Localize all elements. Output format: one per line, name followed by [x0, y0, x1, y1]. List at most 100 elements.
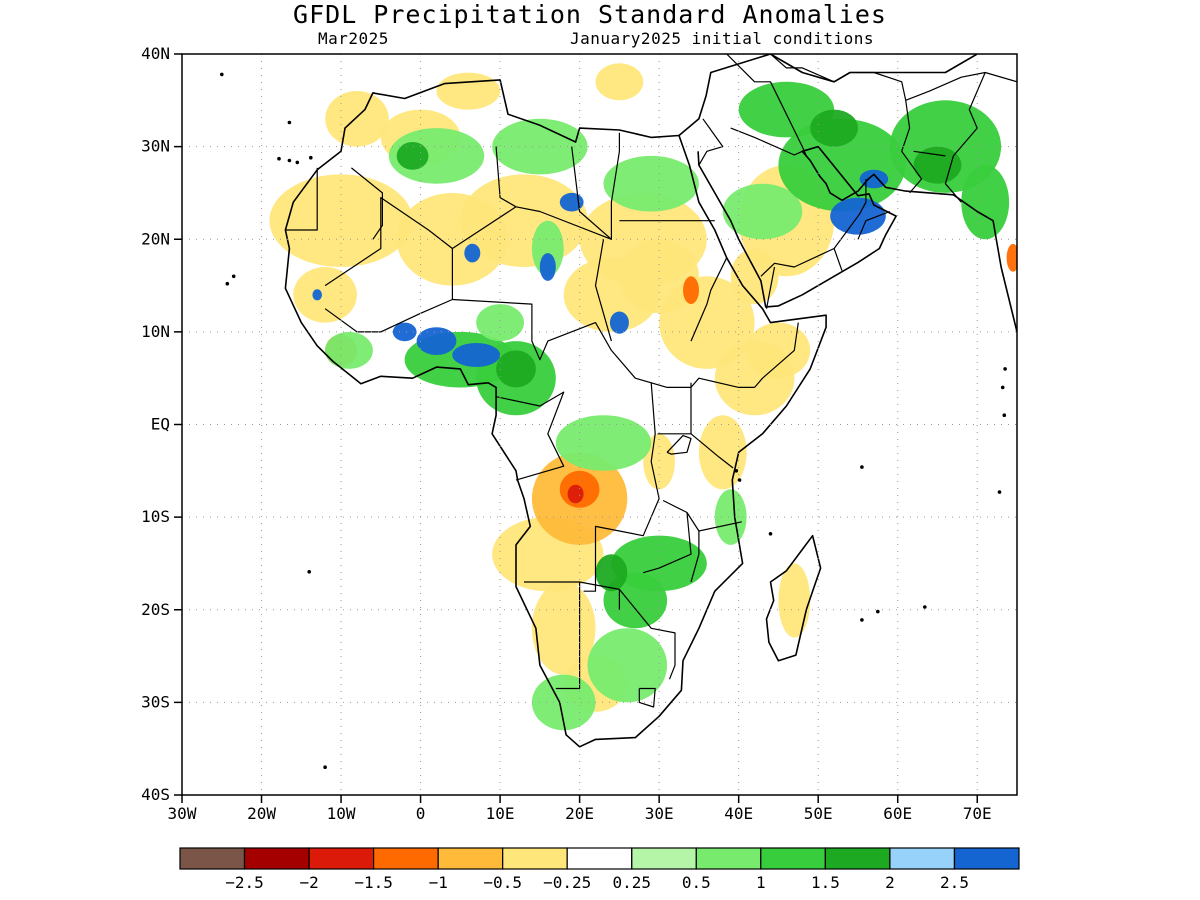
colorbar-label-2: −1.5: [354, 873, 393, 892]
colorbar-swatch-7: [631, 847, 697, 870]
lat-tick-label: 40S: [141, 785, 170, 804]
lon-tick-label: 30E: [645, 804, 674, 823]
lon-tick-label: 0: [416, 804, 426, 823]
colorbar-label-3: −1: [429, 873, 448, 892]
anomaly-blob-7: [746, 322, 811, 379]
country-border-25: [730, 127, 803, 156]
chart-title: GFDL Precipitation Standard Anomalies: [293, 0, 887, 29]
island-15: [1002, 413, 1007, 418]
anomaly-blob-50: [595, 554, 628, 592]
country-border-33: [857, 210, 891, 240]
country-border-1: [285, 167, 318, 231]
forecast-month: Mar2025: [318, 29, 389, 48]
anomaly-blob-9: [643, 433, 675, 490]
lat-tick-label: 20N: [141, 229, 170, 248]
island-12: [768, 532, 773, 536]
lat-tick-label: 30S: [141, 692, 170, 711]
island-2: [277, 156, 281, 161]
anomaly-blob-21: [595, 63, 644, 101]
anomaly-blob-25: [567, 484, 584, 504]
country-border-10: [754, 322, 799, 388]
anomaly-blob-51: [396, 142, 429, 170]
country-border-23: [726, 54, 807, 157]
island-8: [323, 765, 327, 769]
island-3: [309, 155, 313, 160]
anomaly-blob-20: [436, 72, 501, 110]
anomaly-blob-49: [496, 350, 536, 388]
anomaly-blob-16: [730, 248, 779, 305]
anomaly-blob-26: [683, 276, 699, 305]
colorbar-swatch-8: [695, 847, 762, 870]
colorbar-swatch-9: [760, 847, 826, 870]
anomaly-blob-60: [464, 243, 481, 263]
country-border-32: [765, 266, 776, 309]
country-border-17: [643, 512, 692, 574]
colorbar-label-8: 1: [756, 873, 766, 892]
country-border-7: [452, 298, 755, 388]
country-border-8: [594, 239, 612, 342]
country-border-16: [662, 499, 742, 532]
colorbar-label-11: 2.5: [940, 873, 969, 892]
lat-tick-label: 20S: [141, 600, 170, 619]
anomaly-blob-53: [859, 169, 889, 189]
colorbar-swatch-0: [179, 847, 246, 870]
lon-tick-label: 10E: [486, 804, 515, 823]
colorbar-label-7: 0.5: [682, 873, 711, 892]
anomaly-blob-45: [476, 304, 524, 342]
country-borders: [220, 54, 1017, 769]
anomaly-blob-44: [714, 489, 747, 545]
island-4: [231, 274, 236, 279]
lon-tick-label: 10W: [327, 804, 356, 823]
anomaly-blob-57: [392, 322, 417, 342]
coastline-mediterranean-north: [678, 54, 978, 137]
coastline-madagascar: [765, 534, 822, 662]
anomaly-blob-28: [388, 128, 485, 184]
anomaly-blob-61: [312, 289, 323, 301]
lon-tick-label: 20E: [565, 804, 594, 823]
colorbar-label-1: −2: [299, 873, 318, 892]
colorbar-swatch-11: [889, 847, 956, 870]
country-border-24: [698, 118, 724, 166]
colorbar-label-9: 1.5: [811, 873, 840, 892]
anomaly-blob-58: [539, 253, 556, 281]
lon-tick-label: 30W: [168, 804, 197, 823]
anomaly-blob-55: [416, 327, 457, 355]
colorbar-swatch-3: [373, 847, 439, 870]
colorbar-swatch-1: [243, 847, 310, 870]
coastline-africa: [284, 79, 827, 748]
country-border-6: [324, 248, 453, 333]
island-18: [923, 605, 927, 609]
country-border-3: [495, 146, 517, 208]
country-border-27: [770, 54, 923, 194]
island-9: [307, 570, 312, 574]
country-border-26: [833, 179, 867, 271]
anomaly-blob-43: [738, 81, 835, 138]
island-20: [734, 469, 739, 473]
anomaly-blob-31: [722, 183, 803, 240]
island-0: [295, 160, 300, 165]
country-border-9: [690, 257, 728, 342]
country-border-13: [524, 581, 621, 610]
island-6: [287, 120, 292, 125]
anomaly-blob-22: [293, 267, 357, 323]
coastline-arabia: [697, 145, 1017, 333]
anomaly-blob-19: [619, 239, 699, 314]
island-5: [225, 281, 230, 286]
country-border-22: [638, 687, 656, 708]
colorbar-swatch-10: [824, 847, 891, 870]
colorbar-label-4: −0.5: [483, 873, 522, 892]
country-border-15: [618, 589, 676, 680]
country-border-21: [666, 435, 692, 455]
lat-tick-label: EQ: [151, 415, 170, 434]
colorbar-label-10: 2: [885, 873, 895, 892]
country-border-14: [555, 582, 581, 690]
lon-tick-label: 20W: [247, 804, 276, 823]
country-border-30: [913, 150, 946, 157]
colorbar-swatch-2: [308, 847, 375, 870]
country-border-11: [495, 391, 565, 481]
lat-tick-label: 30N: [141, 137, 170, 156]
anomaly-blob-40: [587, 628, 668, 703]
initial-conditions: January2025 initial conditions: [570, 29, 874, 48]
anomaly-blob-47: [810, 109, 858, 147]
colorbar-label-6: 0.25: [613, 873, 652, 892]
